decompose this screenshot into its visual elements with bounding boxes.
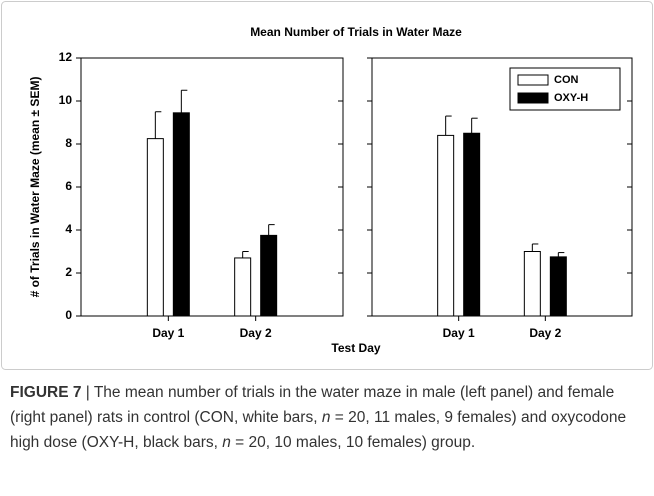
bar bbox=[234, 257, 252, 317]
bar bbox=[260, 234, 278, 317]
y-tick-label: 6 bbox=[65, 179, 72, 193]
y-tick-label: 10 bbox=[59, 93, 73, 107]
x-tick-label: Day 2 bbox=[240, 326, 272, 340]
legend-swatch bbox=[517, 74, 549, 86]
chart-title: Mean Number of Trials in Water Maze bbox=[250, 25, 462, 39]
bar bbox=[172, 112, 190, 317]
y-tick-label: 2 bbox=[65, 265, 72, 279]
caption-label: FIGURE 7 bbox=[10, 384, 82, 401]
legend-swatch bbox=[517, 92, 549, 104]
caption-text: = 20, 11 males, 9 females) and oxycodone… bbox=[10, 409, 627, 451]
caption-text: = 20, 10 males, 10 females) group. bbox=[230, 434, 476, 451]
x-axis-label: Test Day bbox=[331, 341, 380, 355]
x-tick-label: Day 1 bbox=[152, 326, 184, 340]
bar bbox=[549, 256, 567, 317]
legend-label: CON bbox=[554, 74, 579, 86]
caption: FIGURE 7 | The mean number of trials in … bbox=[10, 380, 646, 455]
x-tick-label: Day 2 bbox=[529, 326, 561, 340]
bar bbox=[463, 132, 481, 317]
y-tick-label: 12 bbox=[59, 50, 73, 64]
chart: Mean Number of Trials in Water Maze # of… bbox=[1, 1, 653, 370]
y-axis-label: # of Trials in Water Maze (mean ± SEM) bbox=[28, 77, 42, 298]
bar bbox=[146, 138, 164, 317]
legend-label: OXY-H bbox=[554, 92, 588, 104]
figure-frame bbox=[1, 1, 653, 370]
caption-text: | The mean number of trials in the water… bbox=[10, 384, 615, 426]
y-tick-label: 8 bbox=[65, 136, 72, 150]
y-tick-label: 4 bbox=[65, 222, 72, 236]
y-tick-label: 0 bbox=[65, 308, 72, 322]
plot-frame bbox=[80, 57, 344, 317]
caption-italic: n bbox=[222, 434, 231, 451]
x-tick-label: Day 1 bbox=[443, 326, 475, 340]
caption-italic: n bbox=[321, 409, 331, 426]
bar bbox=[523, 251, 541, 317]
bar bbox=[437, 134, 455, 317]
